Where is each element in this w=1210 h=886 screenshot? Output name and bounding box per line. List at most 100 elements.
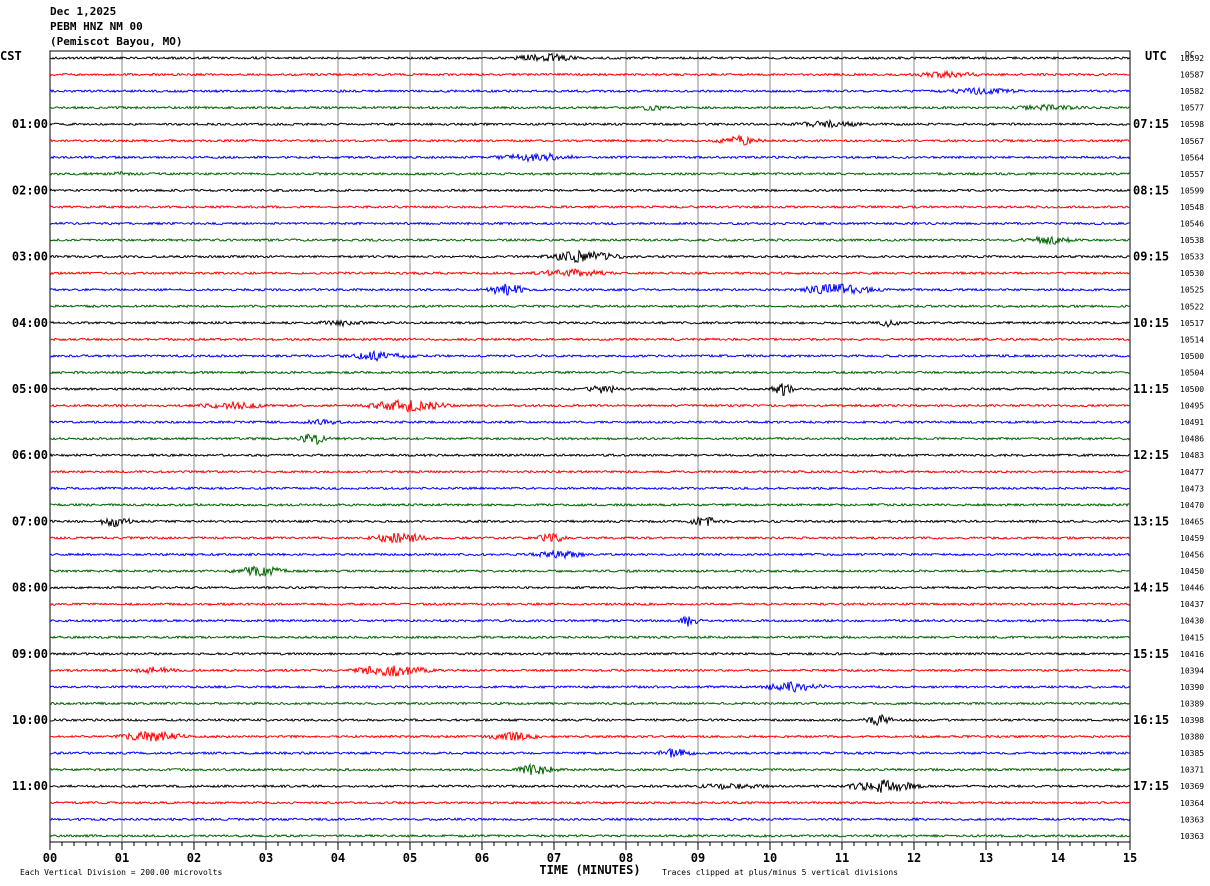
- seismic-trace: [49, 283, 1131, 296]
- seismic-trace: [49, 170, 1131, 177]
- plot-header: Dec 1,2025 PEBM HNZ NM 00 (Pemiscot Bayo…: [50, 4, 182, 49]
- x-tick-label: 09: [691, 851, 705, 865]
- dc-offset-label: 10486: [1180, 435, 1204, 444]
- dc-offset-label: 10500: [1180, 385, 1204, 394]
- dc-offset-label: 10517: [1180, 319, 1204, 328]
- utc-hour-label: 17:15: [1133, 779, 1169, 793]
- dc-offset-label: 10522: [1180, 302, 1204, 311]
- seismic-trace: [49, 701, 1131, 706]
- utc-hour-label: 16:15: [1133, 713, 1169, 727]
- plot-date: Dec 1,2025: [50, 5, 117, 18]
- dc-offset-label: 10477: [1180, 468, 1204, 477]
- dc-offset-label: 10363: [1180, 832, 1204, 841]
- seismic-trace: [49, 249, 1130, 264]
- seismic-trace: [49, 103, 1131, 112]
- utc-hour-label: 11:15: [1133, 382, 1169, 396]
- dc-offset-label: 10491: [1180, 418, 1204, 427]
- seismic-trace: [49, 833, 1131, 838]
- dc-offset-label: 10514: [1180, 335, 1204, 344]
- seismic-trace: [49, 469, 1131, 474]
- seismic-trace: [49, 383, 1131, 396]
- utc-hour-label: 08:15: [1133, 183, 1169, 197]
- seismic-trace: [49, 532, 1131, 544]
- cst-hour-label: 11:00: [12, 779, 48, 793]
- utc-hour-label: 15:15: [1133, 647, 1169, 661]
- x-tick-label: 00: [43, 851, 57, 865]
- x-tick-label: 08: [619, 851, 633, 865]
- dc-offset-label: 10465: [1180, 517, 1204, 526]
- station-location: (Pemiscot Bayou, MO): [50, 35, 183, 48]
- dc-offset-label: 10446: [1180, 584, 1204, 593]
- x-tick-label: 15: [1123, 851, 1137, 865]
- seismic-trace: [49, 762, 1131, 776]
- dc-offset-label: 10385: [1180, 749, 1204, 758]
- dc-offset-label: 10587: [1180, 71, 1204, 80]
- x-tick-label: 14: [1051, 851, 1065, 865]
- cst-hour-label: 05:00: [12, 382, 48, 396]
- dc-offset-label: 10456: [1180, 551, 1204, 560]
- x-tick-label: 06: [475, 851, 489, 865]
- x-tick-label: 10: [763, 851, 777, 865]
- dc-offset-label: 10364: [1180, 799, 1204, 808]
- x-tick-label: 13: [979, 851, 993, 865]
- x-axis-title: TIME (MINUTES): [539, 863, 640, 877]
- cst-hour-label: 01:00: [12, 117, 48, 131]
- dc-offset-label: 10599: [1180, 186, 1204, 195]
- dc-offset-label: 10470: [1180, 501, 1204, 510]
- seismic-trace: [49, 601, 1131, 607]
- utc-axis-label: UTC: [1145, 49, 1167, 63]
- seismic-trace: [49, 221, 1131, 226]
- seismic-trace: [49, 502, 1131, 507]
- seismic-trace: [49, 204, 1131, 210]
- dc-offset-label: 10398: [1180, 716, 1204, 725]
- dc-offset-label: 10504: [1180, 368, 1204, 377]
- seismic-trace: [49, 188, 1131, 193]
- dc-offset-label: 10525: [1180, 286, 1204, 295]
- seismic-trace: [49, 268, 1131, 278]
- dc-offset-label: 10538: [1180, 236, 1204, 245]
- dc-offset-label: 10483: [1180, 451, 1204, 460]
- dc-offset-label: 10416: [1180, 650, 1204, 659]
- dc-offset-label: 10369: [1180, 782, 1204, 791]
- seismic-trace: [49, 433, 1131, 445]
- utc-hour-label: 14:15: [1133, 581, 1169, 595]
- seismic-trace: [49, 398, 1131, 413]
- seismic-trace: [49, 515, 1131, 528]
- x-tick-label: 07: [547, 851, 561, 865]
- cst-hour-label: 08:00: [12, 581, 48, 595]
- seismic-trace: [49, 134, 1131, 146]
- seismic-trace: [49, 748, 1131, 758]
- dc-offset-label: 10430: [1180, 617, 1204, 626]
- dc-offset-label: 10533: [1180, 253, 1204, 262]
- scale-note: Each Vertical Division = 200.00 microvol…: [20, 868, 222, 877]
- dc-offset-label: 10459: [1180, 534, 1204, 543]
- dc-offset-label: 10473: [1180, 484, 1204, 493]
- seismic-trace: [49, 817, 1131, 822]
- cst-hour-label: 03:00: [12, 250, 48, 264]
- x-tick-label: 11: [835, 851, 849, 865]
- utc-hour-label: 12:15: [1133, 448, 1169, 462]
- cst-hour-label: 06:00: [12, 448, 48, 462]
- seismic-trace: [49, 565, 1131, 577]
- seismic-trace: [49, 635, 1131, 640]
- seismic-trace: [49, 235, 1131, 246]
- seismic-trace: [49, 549, 1131, 560]
- seismic-trace: [49, 615, 1131, 627]
- dc-offset-label: 10389: [1180, 699, 1204, 708]
- dc-offset-label: 10564: [1180, 153, 1204, 162]
- cst-hour-label: 02:00: [12, 183, 48, 197]
- seismic-trace: [49, 453, 1131, 458]
- dc-offset-label: 10495: [1180, 402, 1204, 411]
- seismic-trace: [49, 349, 1131, 363]
- seismic-trace: [49, 681, 1131, 693]
- seismic-trace: [49, 730, 1131, 742]
- seismic-trace: [49, 86, 1131, 96]
- cst-hour-label: 09:00: [12, 647, 48, 661]
- cst-axis-label: CST: [0, 49, 22, 63]
- seismic-trace: [49, 665, 1131, 678]
- dc-offset-label: 10546: [1180, 220, 1204, 229]
- utc-hour-label: 09:15: [1133, 250, 1169, 264]
- cst-hour-label: 10:00: [12, 713, 48, 727]
- dc-offset-label: 10530: [1180, 269, 1204, 278]
- dc-offset-label: 10598: [1180, 120, 1204, 129]
